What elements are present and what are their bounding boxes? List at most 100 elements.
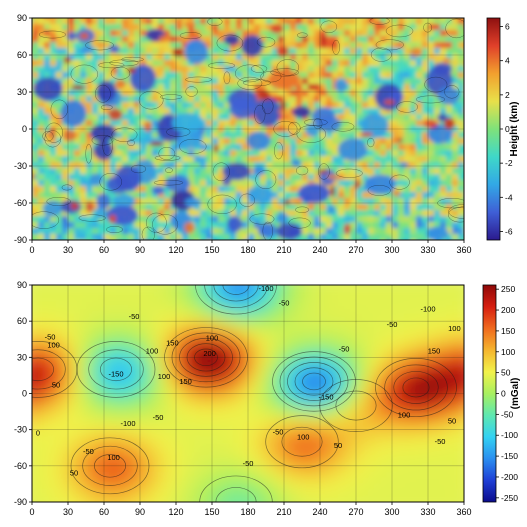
topography-cell [464, 132, 471, 139]
topography-high [214, 144, 219, 153]
gravity-cell [452, 333, 459, 340]
topography-cell [344, 90, 351, 97]
gravity-cell [308, 327, 315, 334]
topography-cell [44, 192, 51, 199]
gravity-cell [230, 321, 237, 328]
topography-cell [284, 30, 291, 37]
topography-cell [416, 66, 423, 73]
topography-cell [224, 24, 231, 31]
gravity-cell [188, 399, 195, 406]
topography-cell [350, 210, 357, 217]
topography-cell [404, 114, 411, 121]
topography-cell [422, 60, 429, 67]
topography-cell [338, 72, 345, 79]
topography-cell [152, 150, 159, 157]
topography-high [115, 80, 126, 89]
topography-cell [152, 48, 159, 55]
topography-cell [410, 228, 417, 235]
topography-cell [356, 90, 363, 97]
topography-cell [206, 102, 213, 109]
gravity-cell [350, 411, 357, 418]
topography-cell [464, 60, 471, 67]
gravity-cell [218, 273, 225, 280]
topography-cell [38, 114, 45, 121]
gravity-cell [278, 309, 285, 316]
gravity-cell [284, 405, 291, 412]
topography-cell [422, 42, 429, 49]
gravity-cell [80, 405, 87, 412]
topography-cell [152, 18, 159, 25]
topography-cell [332, 60, 339, 67]
gravity-cell [356, 309, 363, 316]
gravity-cell [218, 399, 225, 406]
topography-cell [284, 90, 291, 97]
gravity-cell [410, 339, 417, 346]
gravity-cell [140, 411, 147, 418]
gravity-cell [284, 291, 291, 298]
gravity-cell [44, 291, 51, 298]
topography-cell [266, 60, 273, 67]
topography-cell [422, 186, 429, 193]
gravity-cell [308, 315, 315, 322]
topography-cell [86, 108, 93, 115]
topography-cell [38, 60, 45, 67]
topography-cell [176, 102, 183, 109]
gravity-cell [374, 303, 381, 310]
gravity-cell [434, 291, 441, 298]
gravity-cell [356, 405, 363, 412]
gravity-cell [224, 273, 231, 280]
topography-cell [326, 138, 333, 145]
topography-cell [326, 48, 333, 55]
topography-cell [140, 96, 147, 103]
gravity-cell [50, 315, 57, 322]
topography-cell [296, 36, 303, 43]
gravity-cell [266, 363, 273, 370]
topography-cell [452, 24, 459, 31]
gravity-cell [236, 375, 243, 382]
topography-cell [338, 60, 345, 67]
topography-cell [218, 60, 225, 67]
topography-cell [464, 108, 471, 115]
topography-cell [188, 162, 195, 169]
gravity-cell [416, 369, 423, 376]
gravity-cell [80, 297, 87, 304]
topography-cell [86, 240, 93, 247]
topography-cell [308, 30, 315, 37]
topography-cell [308, 42, 315, 49]
gravity-cell [38, 339, 45, 346]
gravity-cell [446, 369, 453, 376]
topography-cell [362, 42, 369, 49]
topography-cell [200, 180, 207, 187]
gravity-cell [152, 303, 159, 310]
topography-cell [92, 162, 99, 169]
gravity-cell [356, 333, 363, 340]
gravity-cell [98, 303, 105, 310]
gravity-cell [416, 333, 423, 340]
topography-cell [68, 24, 75, 31]
topography-cell [74, 156, 81, 163]
topography-cell [116, 144, 123, 151]
gravity-cell [146, 333, 153, 340]
gravity-cell [20, 363, 27, 370]
gravity-cell [470, 297, 477, 304]
gravity-cell [392, 291, 399, 298]
topography-cell [164, 108, 171, 115]
gravity-cell [290, 345, 297, 352]
gravity-cell [386, 285, 393, 292]
topography-cell [212, 30, 219, 37]
topography-cell [338, 168, 345, 175]
topography-cell [230, 150, 237, 157]
topography-cell [422, 162, 429, 169]
topography-cell [398, 120, 405, 127]
gravity-cell [326, 291, 333, 298]
gravity-cell [266, 339, 273, 346]
topography-cell [92, 240, 99, 247]
topography-cell [110, 24, 117, 31]
gravity-cell [410, 357, 417, 364]
gravity-cell [170, 369, 177, 376]
gravity-cell [68, 399, 75, 406]
topography-cell [278, 180, 285, 187]
gravity-cell [404, 339, 411, 346]
gravity-cell [380, 405, 387, 412]
topography-cell [320, 48, 327, 55]
